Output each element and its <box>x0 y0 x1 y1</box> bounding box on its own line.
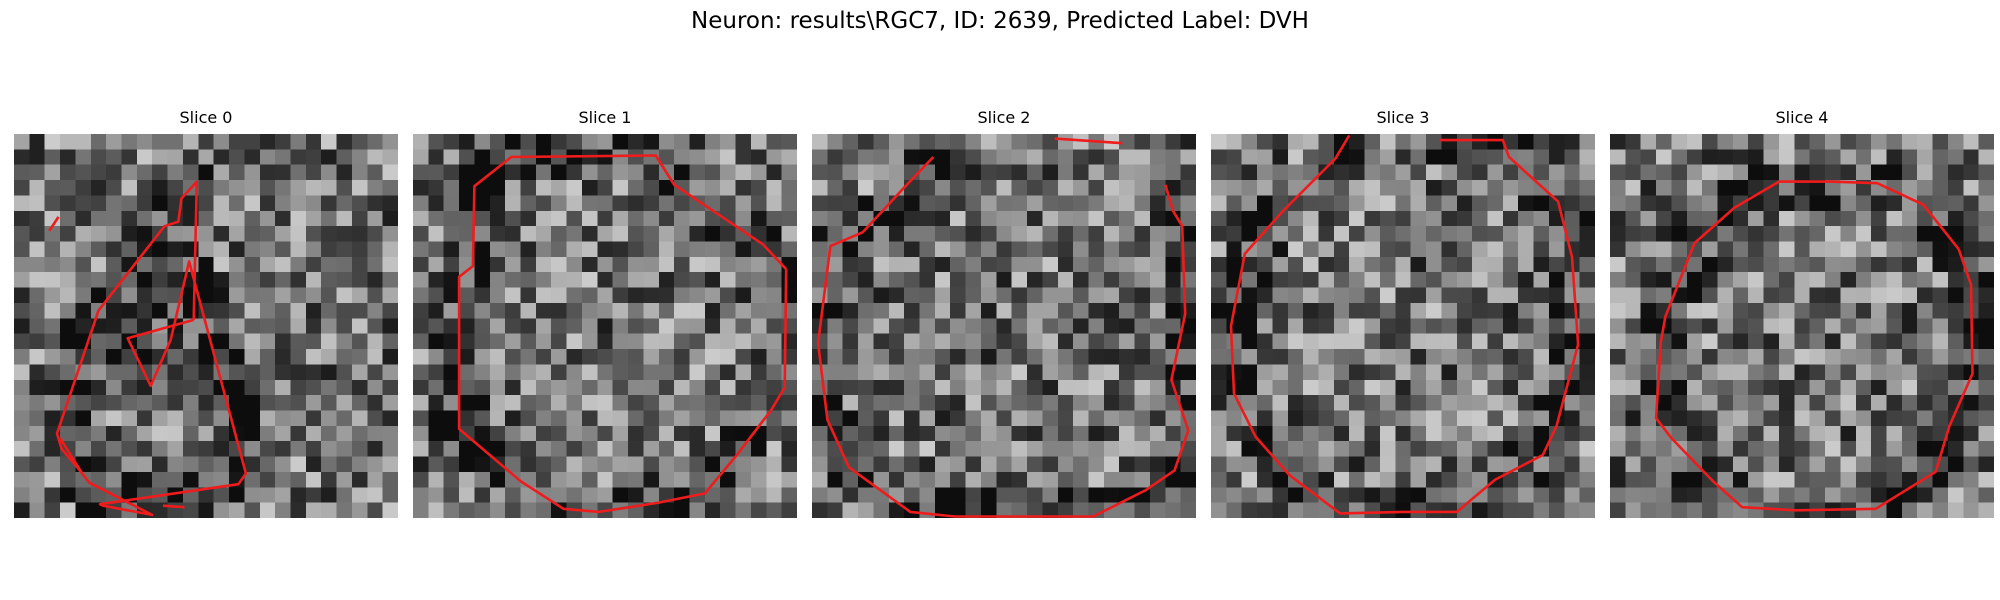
slice-title: Slice 3 <box>1376 108 1430 127</box>
slice-title: Slice 2 <box>977 108 1031 127</box>
slice-image <box>812 134 1196 518</box>
contour-segment <box>162 504 185 509</box>
pixel-grid <box>413 134 797 518</box>
contour-segment <box>1054 137 1123 145</box>
cell-contour <box>1229 134 1580 515</box>
figure-title: Neuron: results\RGC7, ID: 2639, Predicte… <box>691 8 1309 34</box>
pixel-grid <box>14 134 398 518</box>
slice-title: Slice 0 <box>179 108 233 127</box>
cell-contour <box>816 156 1190 518</box>
pixel-grid <box>812 134 1196 518</box>
cell-contour <box>457 154 788 514</box>
slice-title: Slice 4 <box>1775 108 1829 127</box>
slice-image <box>1610 134 1994 518</box>
slice-image <box>413 134 797 518</box>
contour-segment <box>58 437 85 476</box>
cell-contour <box>1654 180 1974 512</box>
cell-contour <box>55 180 248 517</box>
pixel-grid <box>1211 134 1595 518</box>
pixel-grid <box>1610 134 1994 518</box>
slice-title: Slice 1 <box>578 108 632 127</box>
slice-image <box>14 134 398 518</box>
slice-image <box>1211 134 1595 518</box>
contour-segment <box>48 216 60 232</box>
